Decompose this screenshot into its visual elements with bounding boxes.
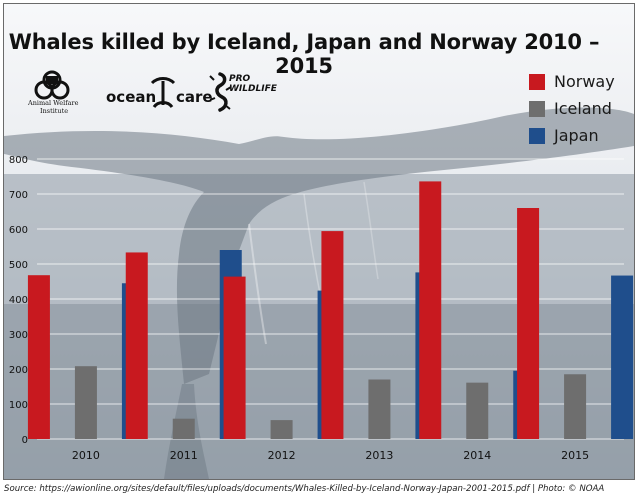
pro-wildlife-logo-line2: WILDLIFE (229, 84, 277, 94)
bar-iceland-2010 (74, 366, 97, 439)
bar-iceland-2013 (368, 379, 391, 439)
legend-item-iceland: Iceland (529, 95, 615, 122)
x-tick-label: 2011 (170, 449, 198, 462)
oceancare-figure-icon (150, 77, 176, 108)
legend-label-iceland: Iceland (554, 99, 612, 118)
y-tick-label: 400 (9, 295, 28, 306)
legend-swatch-norway (529, 73, 545, 90)
legend-swatch-japan (529, 127, 545, 144)
oceancare-logo-left: ocean (106, 88, 157, 106)
bar-iceland-2011 (172, 418, 195, 439)
y-tick-label: 800 (9, 155, 28, 166)
y-tick-label: 100 (9, 400, 28, 411)
legend-item-norway: Norway (529, 68, 615, 95)
x-tick-label: 2014 (463, 449, 491, 462)
bar-iceland-2012 (270, 420, 293, 439)
legend-label-norway: Norway (554, 72, 615, 91)
x-tick-label: 2010 (72, 449, 100, 462)
chart-legend: Norway Iceland Japan (529, 68, 615, 149)
animal-welfare-institute-logo-line1: Animal Welfare (28, 99, 79, 107)
x-tick-label: 2012 (268, 449, 296, 462)
bar-chart: 0 100 200 300 400 500 600 700 800 2010 2011 2012 201… (9, 155, 634, 462)
source-caption: Source: https://awionline.org/sites/defa… (4, 484, 605, 494)
animal-welfare-institute-logo-line2: Institute (40, 107, 69, 115)
oceancare-logo-right: care (176, 88, 213, 106)
y-tick-label: 600 (9, 225, 28, 236)
y-tick-label: 500 (9, 260, 28, 271)
x-tick-label: 2015 (561, 449, 589, 462)
y-tick-label: 0 (22, 435, 28, 446)
y-tick-label: 300 (9, 330, 28, 341)
pro-wildlife-logo-line1: PRO (229, 74, 251, 84)
chart-title: Whales killed by Iceland, Japan and Norw… (8, 30, 600, 78)
legend-label-japan: Japan (554, 126, 599, 145)
bar-norway-2012 (223, 276, 246, 439)
chart-frame: Whales killed by Iceland, Japan and Norw… (3, 3, 635, 480)
x-tick-label: 2013 (365, 449, 393, 462)
bar-iceland-2015 (564, 374, 587, 439)
bar-norway-2015 (517, 208, 540, 439)
y-tick-label: 700 (9, 190, 28, 201)
legend-item-japan: Japan (529, 122, 615, 149)
bar-iceland-2014 (466, 382, 489, 439)
y-tick-label: 200 (9, 365, 28, 376)
bar-japan-2015 (611, 275, 634, 439)
animal-welfare-institute-logo (34, 70, 70, 100)
pro-wildlife-lizard-icon (209, 72, 232, 112)
logo-strip: Animal Welfare Institute ocean care PRO … (28, 66, 292, 121)
bar-norway-2011 (125, 252, 148, 439)
bar-norway-2010 (27, 275, 50, 439)
legend-swatch-iceland (529, 100, 545, 117)
bar-norway-2013 (321, 231, 344, 439)
bar-norway-2014 (419, 181, 442, 439)
